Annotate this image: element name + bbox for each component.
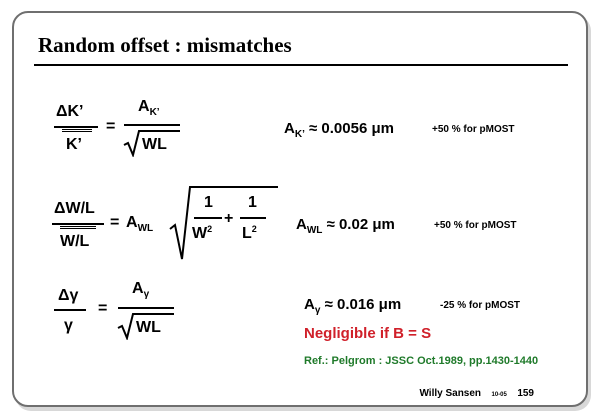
title-underline: [34, 64, 568, 66]
eq3-rhs-bar: [118, 307, 174, 309]
eq2-lhs-double-bar: [60, 226, 96, 229]
eq3-rhs-numerator: Aγ: [132, 280, 150, 300]
eq1-equals: =: [106, 118, 116, 135]
eq3-value: Aγ ≈ 0.016 μm: [304, 296, 402, 316]
slide-footer: Willy Sansen 10-05 159: [419, 384, 534, 400]
negligible-statement: Negligible if B = S: [304, 325, 432, 342]
eq3-sqrt-sign: [117, 313, 174, 340]
eq2-sqrt-sign: [169, 186, 278, 260]
eq3-lhs-bar: [54, 309, 86, 311]
eq3-note: -25 % for pMOST: [440, 300, 521, 311]
reference-citation: Ref.: Pelgrom : JSSC Oct.1989, pp.1430-1…: [304, 355, 539, 367]
eq2-coefficient: AWL: [126, 214, 154, 234]
eq1-rhs-denominator: WL: [142, 136, 167, 153]
eq1-lhs-numerator: ΔK’: [56, 103, 84, 120]
eq2-term2-denominator: L2: [242, 224, 257, 242]
eq2-plus: +: [224, 210, 234, 227]
eq3-lhs-numerator: Δγ: [58, 287, 79, 304]
eq3-rhs-denominator: WL: [136, 319, 161, 336]
eq2-term2-numerator: 1: [248, 194, 257, 211]
eq1-sqrt-sign: [123, 130, 180, 157]
slide-title: Random offset : mismatches: [38, 33, 292, 57]
footer-date: 10-05: [491, 392, 507, 398]
eq1-note: +50 % for pMOST: [432, 124, 515, 135]
eq2-term1-numerator: 1: [204, 194, 213, 211]
eq2-lhs-numerator: ΔW/L: [54, 200, 95, 217]
footer-author: Willy Sansen: [419, 388, 482, 399]
eq2-note: +50 % for pMOST: [434, 220, 517, 231]
eq2-term2-bar: [240, 217, 266, 219]
eq1-value: AK’ ≈ 0.0056 μm: [284, 120, 394, 140]
eq1-lhs-bar: [54, 126, 98, 128]
eq3-lhs-denominator: γ: [64, 317, 73, 334]
eq1-lhs-double-bar: [62, 129, 92, 132]
eq3-equals: =: [98, 300, 108, 317]
eq2-equals: =: [110, 214, 120, 231]
eq1-rhs-numerator: AK’: [138, 98, 160, 118]
eq2-term1-denominator: W2: [192, 224, 213, 242]
eq2-value: AWL ≈ 0.02 μm: [296, 216, 395, 236]
eq1-lhs-denominator: K’: [66, 136, 82, 153]
eq2-term1-bar: [194, 217, 222, 219]
eq2-lhs-denominator: W/L: [60, 233, 90, 250]
eq1-rhs-bar: [124, 124, 180, 126]
slide-frame: Random offset : mismatches ΔK’ K’ = AK’ …: [12, 11, 588, 407]
footer-page-number: 159: [517, 388, 534, 399]
eq2-lhs-bar: [52, 223, 104, 225]
